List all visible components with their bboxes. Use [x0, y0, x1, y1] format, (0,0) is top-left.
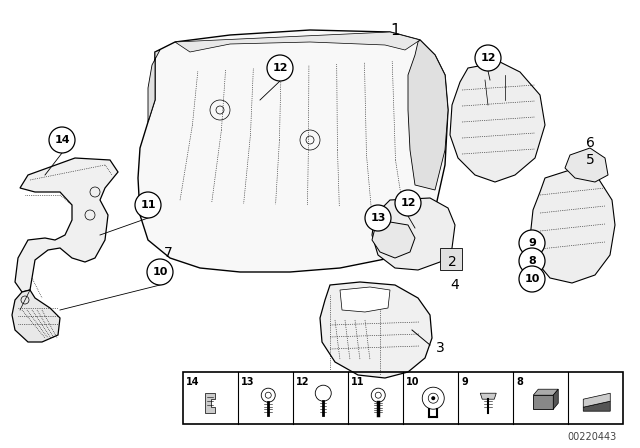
Text: 8: 8	[516, 377, 523, 387]
Text: 00220443: 00220443	[568, 432, 616, 442]
Polygon shape	[12, 290, 60, 342]
Text: 14: 14	[54, 135, 70, 145]
Circle shape	[135, 192, 161, 218]
Polygon shape	[320, 282, 432, 378]
Circle shape	[475, 45, 501, 71]
Circle shape	[371, 388, 385, 402]
Polygon shape	[583, 393, 611, 407]
Text: 2: 2	[447, 255, 456, 269]
Circle shape	[316, 385, 332, 401]
Circle shape	[519, 230, 545, 256]
Text: 12: 12	[400, 198, 416, 208]
Polygon shape	[340, 287, 390, 312]
Polygon shape	[583, 401, 611, 411]
Text: 10: 10	[152, 267, 168, 277]
Circle shape	[519, 266, 545, 292]
Polygon shape	[530, 170, 615, 283]
Text: 7: 7	[164, 246, 172, 260]
Text: 9: 9	[461, 377, 468, 387]
Polygon shape	[408, 40, 448, 190]
Polygon shape	[440, 248, 462, 270]
Text: 12: 12	[272, 63, 288, 73]
Bar	[183, 372, 623, 424]
Polygon shape	[148, 50, 160, 122]
Polygon shape	[553, 389, 558, 409]
Polygon shape	[138, 30, 448, 272]
Text: 9: 9	[528, 238, 536, 248]
Polygon shape	[175, 32, 420, 52]
Polygon shape	[565, 148, 608, 182]
Text: 11: 11	[351, 377, 365, 387]
Text: 6: 6	[586, 136, 595, 150]
Polygon shape	[533, 389, 558, 395]
Text: 12: 12	[480, 53, 496, 63]
Text: 10: 10	[524, 274, 540, 284]
Text: 13: 13	[371, 213, 386, 223]
Text: 10: 10	[406, 377, 419, 387]
Polygon shape	[372, 222, 415, 258]
Circle shape	[261, 388, 275, 402]
Circle shape	[431, 396, 435, 400]
Bar	[533, 395, 553, 409]
Text: 14: 14	[186, 377, 200, 387]
Text: 5: 5	[586, 153, 595, 167]
Text: 8: 8	[528, 256, 536, 266]
Circle shape	[365, 205, 391, 231]
Text: 13: 13	[241, 377, 255, 387]
Text: 4: 4	[451, 278, 460, 292]
Circle shape	[395, 190, 421, 216]
Circle shape	[422, 387, 444, 409]
Polygon shape	[372, 198, 455, 270]
Text: 1: 1	[390, 22, 400, 38]
Text: 3: 3	[436, 341, 444, 355]
Circle shape	[49, 127, 75, 153]
Circle shape	[267, 55, 293, 81]
Polygon shape	[15, 158, 118, 292]
Circle shape	[519, 248, 545, 274]
Text: 12: 12	[296, 377, 310, 387]
Text: 11: 11	[140, 200, 156, 210]
Polygon shape	[205, 393, 215, 413]
Polygon shape	[480, 393, 496, 399]
Circle shape	[147, 259, 173, 285]
Polygon shape	[450, 62, 545, 182]
